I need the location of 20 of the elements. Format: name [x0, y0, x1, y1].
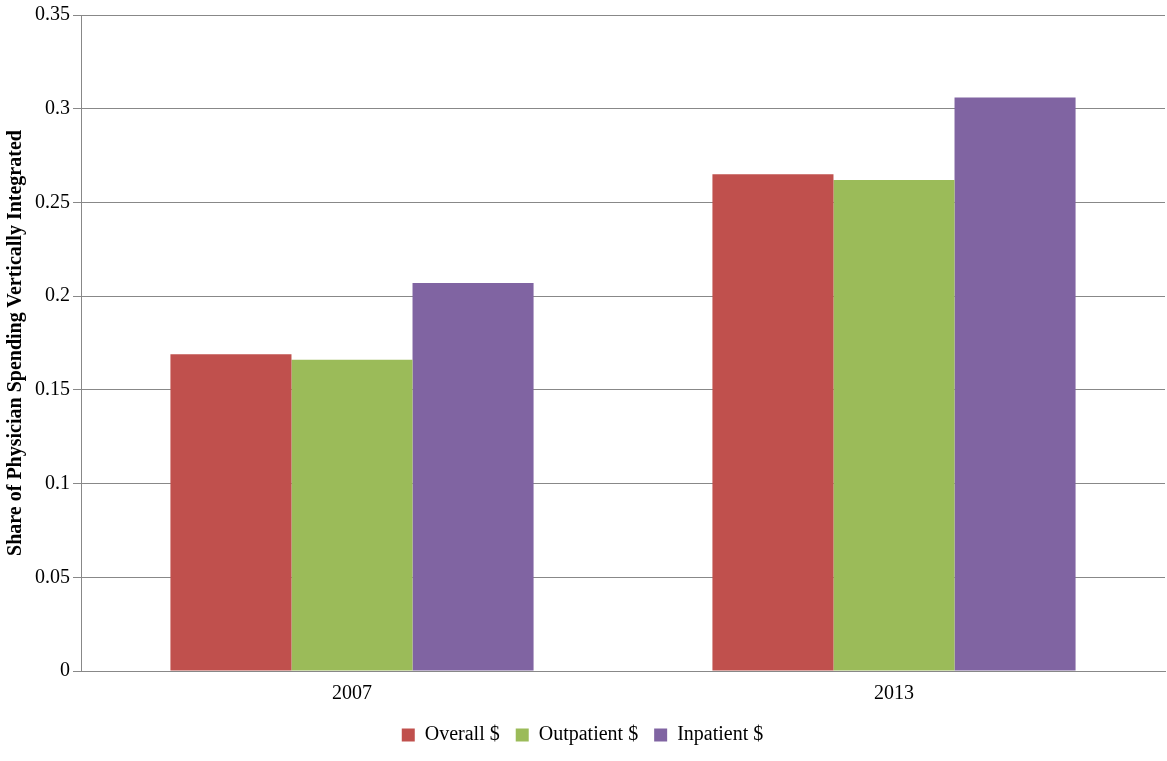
bar	[412, 283, 534, 671]
y-tick-label: 0.1	[45, 470, 70, 493]
y-tick-label: 0.15	[35, 377, 70, 400]
legend-label: Overall $	[424, 722, 500, 745]
bar	[170, 354, 292, 671]
y-axis-title: Share of Physician Spending Vertically Integrated	[3, 130, 27, 556]
bar	[712, 174, 834, 671]
legend-label: Inpatient $	[677, 722, 764, 746]
y-tick-label: 0.05	[35, 564, 70, 587]
bar	[291, 359, 413, 671]
y-tick-label: 0.3	[45, 95, 70, 118]
y-tick-label: 0.35	[35, 2, 70, 25]
bar	[833, 179, 955, 671]
y-tick-label: 0	[60, 658, 70, 681]
bar	[954, 97, 1076, 671]
x-tick-label: 2007	[332, 681, 372, 704]
y-tick-label: 0.2	[45, 283, 70, 306]
x-tick-label: 2013	[874, 681, 914, 704]
y-tick-label: 0.25	[35, 189, 70, 212]
legend-label: Outpatient $	[538, 722, 639, 746]
